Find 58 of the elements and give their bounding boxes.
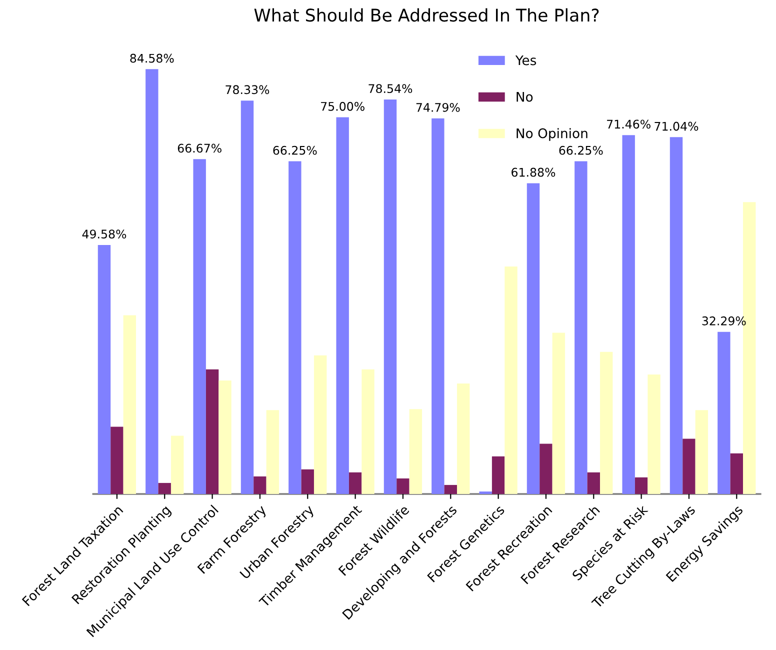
bar: [362, 369, 374, 494]
data-label: 78.33%: [226, 85, 270, 94]
data-label: 71.04%: [654, 122, 698, 131]
bar: [98, 244, 111, 494]
bar: [158, 482, 171, 494]
bar: [648, 374, 660, 494]
data-label: 32.29%: [702, 316, 746, 326]
bar: [730, 453, 743, 494]
bar: [526, 183, 540, 494]
bar: [622, 135, 635, 494]
bar: [170, 436, 184, 494]
bar: [348, 472, 362, 494]
bar: [432, 118, 444, 494]
data-label: 74.79%: [416, 102, 460, 112]
data-label: 66.67%: [178, 144, 222, 153]
bar: [240, 100, 254, 494]
data-label: 61.88%: [512, 168, 556, 177]
bar: [384, 100, 397, 494]
data-label: 66.25%: [559, 146, 603, 155]
bar: [266, 410, 280, 494]
bar: [254, 476, 266, 494]
bar: [288, 161, 302, 494]
bar: [587, 472, 600, 494]
bar: [574, 161, 588, 494]
bar: [336, 117, 349, 494]
bar: [540, 444, 552, 494]
data-label: 84.58%: [130, 54, 174, 63]
bar: [634, 477, 648, 494]
legend-label: No Opinion: [516, 128, 588, 141]
bar: [123, 315, 136, 494]
bar: [218, 380, 232, 494]
bar: [146, 69, 158, 494]
bar: [396, 478, 410, 494]
bar: [552, 332, 566, 494]
bar: [456, 384, 470, 494]
bar: [492, 456, 505, 494]
data-label: 75.00%: [321, 102, 364, 111]
bar: [409, 409, 422, 494]
legend-label: No: [516, 92, 533, 102]
data-label: 49.58%: [82, 230, 126, 239]
data-label: 66.25%: [273, 146, 317, 155]
bar: [682, 438, 696, 494]
bar: [110, 426, 124, 494]
bar: [670, 137, 683, 494]
bar: [314, 355, 327, 494]
bar: [718, 332, 730, 494]
bar: [444, 484, 457, 494]
data-label: 71.46%: [607, 120, 650, 129]
legend-label: Yes: [515, 55, 536, 66]
bar: [479, 491, 492, 494]
bar: [301, 469, 314, 494]
bar: [193, 159, 206, 494]
bar: [504, 266, 518, 494]
bar: [206, 369, 219, 494]
bar: [600, 352, 613, 494]
chart-title: What Should Be Addressed In The Plan?: [254, 8, 599, 22]
bar: [695, 410, 708, 494]
data-label: 78.54%: [368, 84, 412, 94]
